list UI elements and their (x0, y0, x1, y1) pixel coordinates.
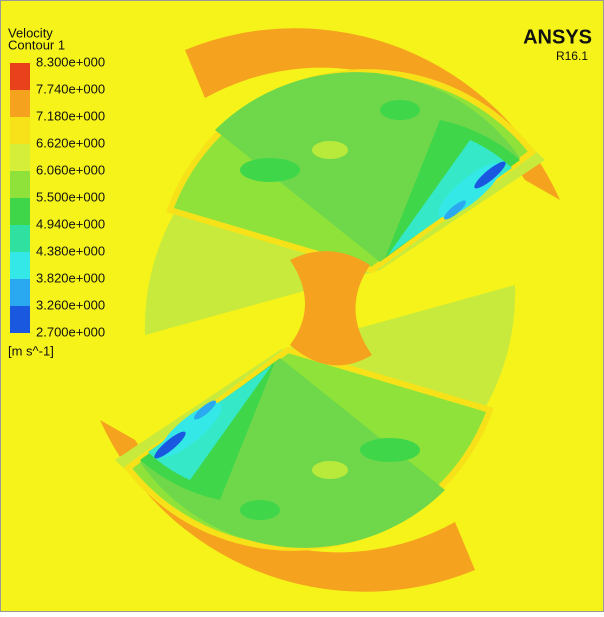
legend-swatch (10, 63, 30, 90)
legend-level: 3.260e+000 (36, 297, 105, 312)
legend-level: 8.300e+000 (36, 54, 105, 69)
legend-swatch (10, 117, 30, 144)
legend-swatch (10, 306, 30, 333)
legend-subtitle: Contour 1 (8, 37, 65, 52)
legend-level: 6.060e+000 (36, 162, 105, 177)
legend-unit: [m s^-1] (8, 343, 54, 358)
legend-swatch (10, 144, 30, 171)
brand-name: ANSYS (523, 26, 592, 48)
legend-swatch (10, 252, 30, 279)
legend-swatch (10, 225, 30, 252)
brand-version: R16.1 (556, 49, 588, 63)
legend-level: 4.940e+000 (36, 216, 105, 231)
legend-level: 7.740e+000 (36, 81, 105, 96)
legend-level: 2.700e+000 (36, 324, 105, 339)
screenshot: Velocity Contour 1 [m s^-1] 8.300e+0007.… (0, 0, 604, 612)
legend-level: 5.500e+000 (36, 189, 105, 204)
legend-swatch (10, 90, 30, 117)
legend-swatch (10, 171, 30, 198)
legend-level: 6.620e+000 (36, 135, 105, 150)
legend-level: 7.180e+000 (36, 108, 105, 123)
legend-level: 3.820e+000 (36, 270, 105, 285)
legend-swatch (10, 198, 30, 225)
legend-level: 4.380e+000 (36, 243, 105, 258)
legend-swatch (10, 279, 30, 306)
